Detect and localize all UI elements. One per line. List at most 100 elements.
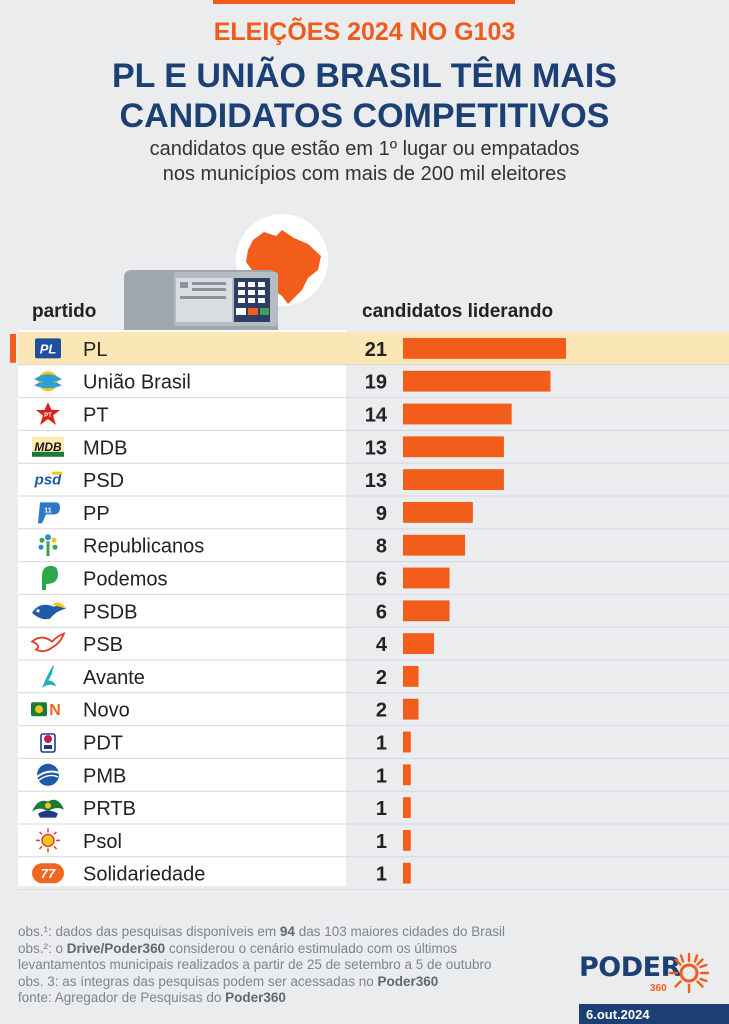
party-label: MDB bbox=[83, 437, 127, 459]
party-label: PDT bbox=[83, 733, 123, 755]
uniao-brasil-logo-icon bbox=[34, 371, 62, 392]
republicanos-logo-icon bbox=[38, 534, 58, 557]
svg-text:77: 77 bbox=[41, 866, 56, 881]
value-label: 21 bbox=[365, 339, 387, 361]
party-label: PP bbox=[83, 503, 110, 525]
mdb-logo-icon: MDB bbox=[32, 436, 64, 457]
svg-text:N: N bbox=[49, 702, 61, 719]
party-label: Avante bbox=[83, 667, 145, 689]
pdt-logo-icon bbox=[40, 733, 56, 753]
value-label: 6 bbox=[376, 601, 387, 623]
value-label: 6 bbox=[376, 569, 387, 591]
party-label: Solidariedade bbox=[83, 864, 205, 886]
party-label: Psol bbox=[83, 831, 122, 853]
party-label: Republicanos bbox=[83, 536, 204, 558]
bar bbox=[403, 403, 512, 425]
psb-logo-icon bbox=[30, 632, 66, 653]
party-label: Novo bbox=[83, 700, 130, 722]
value-label: 13 bbox=[365, 437, 387, 459]
subtitle: candidatos que estão em 1º lugar ou empa… bbox=[0, 137, 729, 187]
solidariedade-logo-icon: 77 bbox=[32, 863, 64, 884]
publication-date: 6.out.2024 bbox=[579, 1004, 729, 1024]
pp-logo-icon: 11 bbox=[38, 502, 60, 524]
value-label: 2 bbox=[376, 700, 387, 722]
svg-text:MDB: MDB bbox=[34, 440, 62, 454]
avante-logo-icon bbox=[42, 664, 56, 689]
value-label: 4 bbox=[376, 634, 388, 656]
note-3: obs. 3: as íntegras das pesquisas podem … bbox=[18, 973, 439, 989]
value-label: 1 bbox=[376, 765, 387, 787]
bar bbox=[403, 600, 450, 622]
bar bbox=[403, 436, 504, 458]
top-accent-bar bbox=[213, 0, 515, 4]
bar bbox=[403, 698, 419, 720]
value-label: 9 bbox=[376, 503, 387, 525]
svg-text:PT: PT bbox=[44, 413, 52, 419]
note-1: obs.¹: dados das pesquisas disponíveis e… bbox=[18, 924, 506, 939]
party-label: PSD bbox=[83, 470, 124, 492]
bar bbox=[403, 764, 411, 786]
note-2-cont: levantamentos municipais realizados a pa… bbox=[18, 957, 492, 972]
prtb-logo-icon bbox=[32, 799, 64, 818]
voting-machine-keypad bbox=[234, 278, 270, 322]
podemos-logo-icon bbox=[42, 566, 58, 590]
value-label: 1 bbox=[376, 831, 387, 853]
bar bbox=[403, 534, 466, 556]
brand-suffix: 360 bbox=[650, 983, 667, 994]
svg-text:PL: PL bbox=[40, 341, 57, 356]
party-label: União Brasil bbox=[83, 372, 191, 394]
subtitle-line-1: candidatos que estão em 1º lugar ou empa… bbox=[149, 138, 580, 160]
value-label: 1 bbox=[376, 864, 387, 886]
brand-name: PODER bbox=[579, 952, 681, 983]
brazil-map-icon bbox=[246, 230, 321, 304]
bar bbox=[403, 633, 435, 654]
highlight-marker bbox=[10, 334, 16, 363]
column-header-party: partido bbox=[32, 301, 97, 322]
title-line-2: CANDIDATOS COMPETITIVOS bbox=[119, 97, 610, 135]
value-label: 1 bbox=[376, 798, 387, 820]
value-label: 13 bbox=[365, 470, 387, 492]
bar bbox=[403, 502, 473, 523]
bar bbox=[403, 862, 411, 884]
svg-text:11: 11 bbox=[44, 507, 52, 514]
value-label: 19 bbox=[365, 372, 387, 394]
party-label: PSB bbox=[83, 634, 123, 656]
party-list-panel bbox=[18, 330, 346, 886]
party-label: PSDB bbox=[83, 601, 137, 623]
kicker: ELEIÇÕES 2024 NO G103 bbox=[213, 18, 516, 46]
psdb-logo-icon bbox=[32, 602, 66, 620]
bar bbox=[403, 567, 450, 589]
psol-logo-icon bbox=[36, 828, 60, 853]
pt-logo-icon: PT bbox=[36, 402, 60, 425]
highlight-row bbox=[18, 332, 729, 365]
bar bbox=[403, 338, 566, 359]
party-label: PT bbox=[83, 405, 109, 427]
bar bbox=[403, 797, 411, 818]
party-label: PRTB bbox=[83, 798, 136, 820]
party-label: Podemos bbox=[83, 569, 168, 591]
bar bbox=[403, 370, 551, 392]
pl-logo-icon: PL bbox=[35, 338, 61, 359]
value-label: 2 bbox=[376, 667, 387, 689]
pmb-logo-icon bbox=[36, 763, 60, 786]
psd-logo-icon: psd bbox=[34, 471, 63, 489]
party-label: PMB bbox=[83, 765, 126, 787]
novo-logo-icon: N bbox=[31, 702, 61, 719]
value-label: 8 bbox=[376, 536, 387, 558]
value-label: 1 bbox=[376, 733, 387, 755]
bar bbox=[403, 666, 419, 687]
footnotes: obs.¹: dados das pesquisas disponíveis e… bbox=[18, 924, 558, 1007]
subtitle-line-2: nos municípios com mais de 200 mil eleit… bbox=[162, 163, 567, 185]
poder360-sun-icon bbox=[668, 952, 710, 994]
bar bbox=[403, 731, 411, 753]
bar bbox=[403, 830, 411, 851]
column-header-value: candidatos liderando bbox=[362, 301, 554, 322]
party-label: PL bbox=[83, 339, 107, 361]
svg-text:psd: psd bbox=[34, 472, 63, 489]
page-title: PL E UNIÃO BRASIL TÊM MAIS CANDIDATOS CO… bbox=[0, 56, 729, 136]
source: fonte: Agregador de Pesquisas do Poder36… bbox=[18, 990, 286, 1005]
bar bbox=[403, 469, 504, 490]
voting-machine-illustration bbox=[124, 214, 328, 330]
value-label: 14 bbox=[365, 405, 388, 427]
